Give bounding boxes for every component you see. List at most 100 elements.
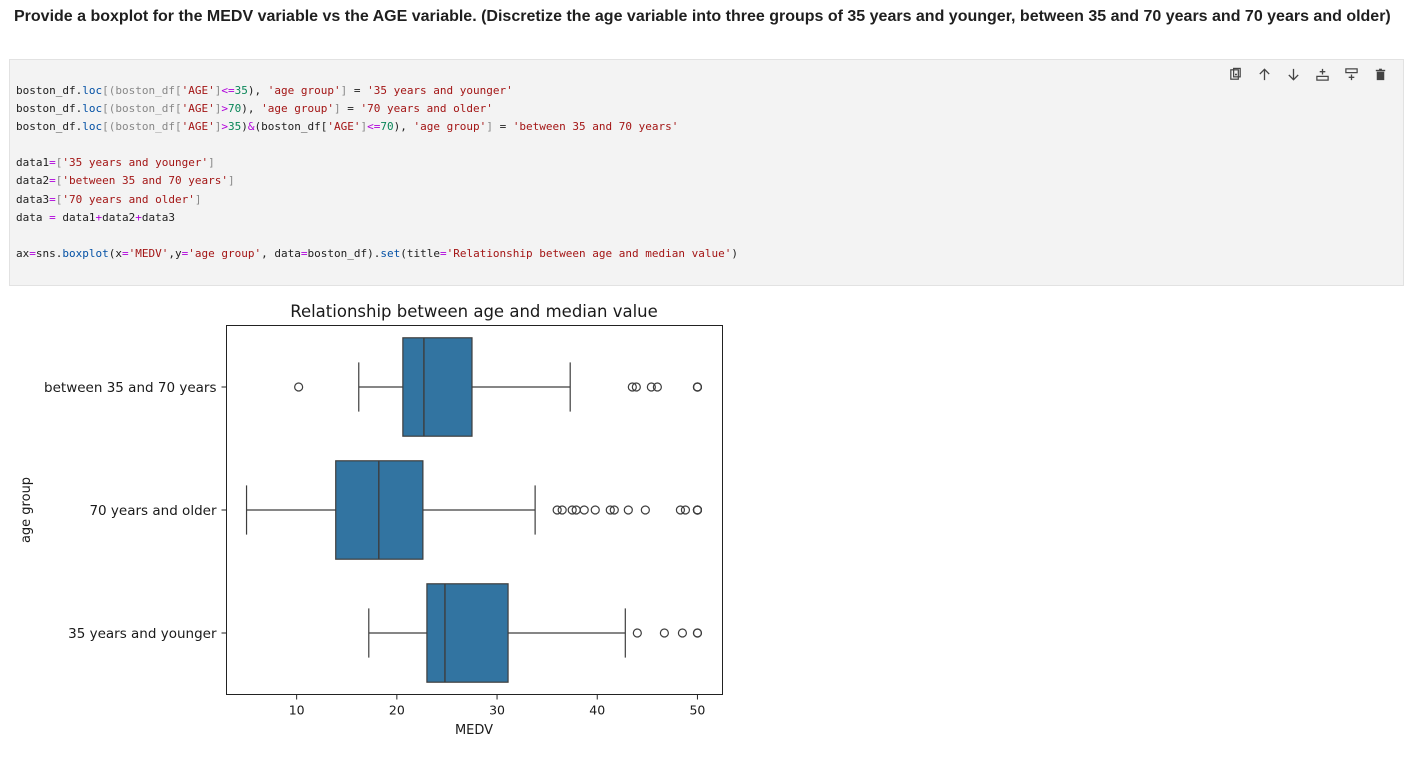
code-token: ,y	[168, 246, 182, 260]
outlier-point	[631, 382, 641, 392]
outlier-point	[675, 505, 686, 515]
y-axis-label: age group	[19, 477, 34, 543]
code-token: [	[55, 174, 63, 188]
code-token: =	[353, 84, 361, 97]
outlier-point	[632, 628, 642, 638]
code-token: >	[221, 120, 228, 134]
code-token: loc	[82, 84, 103, 97]
outlier-point	[692, 382, 703, 392]
delete-cell-button[interactable]	[1366, 64, 1395, 84]
code-line: boston_df.loc[(boston_df['AGE']<=35), 'a…	[16, 84, 513, 97]
code-token: =	[121, 246, 129, 260]
code-token: ]	[194, 192, 202, 206]
code-token: 35	[227, 120, 242, 134]
code-line: data2=['between 35 and 70 years']	[16, 174, 235, 187]
code-token: 'age group'	[188, 246, 262, 260]
outlier-point	[692, 505, 703, 515]
code-token: (title	[400, 246, 440, 260]
copy-cell-button[interactable]	[1221, 64, 1250, 84]
add-above-button[interactable]	[1308, 64, 1337, 84]
code-token: 'between 35 and 70 years'	[62, 174, 228, 188]
code-token: set	[380, 246, 401, 260]
outlier-point	[623, 505, 633, 515]
code-token: =	[49, 174, 56, 188]
code-token: 'AGE'	[181, 120, 215, 134]
code-token: =	[49, 156, 56, 170]
code-token: 'AGE'	[181, 84, 215, 97]
code-token: =	[49, 210, 56, 224]
add-below-button[interactable]	[1337, 64, 1366, 84]
code-token: 'age group'	[261, 102, 334, 116]
code-token: =	[300, 246, 308, 260]
outlier-point	[552, 505, 562, 515]
code-token: ]	[227, 174, 235, 188]
code-token: )	[731, 246, 738, 260]
code-token: &	[247, 120, 255, 134]
x-tick-label: 20	[389, 703, 405, 718]
outlier-point	[692, 628, 703, 638]
code-token: 'age group'	[267, 84, 341, 97]
outlier-point	[590, 505, 600, 515]
chart-title: Relationship between age and median valu…	[290, 302, 658, 321]
y-tick-label: 70 years and older	[89, 503, 216, 519]
code-token: , data	[261, 246, 301, 260]
code-token: boston_df).	[307, 246, 381, 260]
code-token: ]	[208, 156, 215, 170]
code-token: ]	[214, 120, 222, 134]
code-token: data2	[102, 210, 136, 224]
code-token: ]	[333, 102, 348, 116]
code-token: data3	[16, 192, 50, 206]
code-token: '70 years and older'	[62, 192, 195, 206]
code-token: [	[55, 156, 63, 170]
code-token: 70	[380, 120, 394, 134]
outlier-point	[659, 628, 669, 638]
outlier-point	[646, 382, 656, 392]
outlier-point	[579, 505, 589, 515]
code-token: data2	[16, 174, 50, 188]
move-up-button[interactable]	[1250, 64, 1279, 84]
code-token: 'age group'	[413, 120, 487, 134]
boxplot-chart: Relationship between age and median valu…	[19, 302, 723, 738]
code-token: 'AGE'	[327, 120, 361, 134]
box	[426, 583, 509, 683]
outlier-point	[557, 505, 567, 515]
code-token: )	[241, 120, 248, 134]
code-token: data1	[55, 210, 96, 224]
code-editor[interactable]: boston_df.loc[(boston_df['AGE']<=35), 'a…	[16, 82, 738, 263]
code-cell[interactable]: boston_df.loc[(boston_df['AGE']<=35), 'a…	[9, 59, 1404, 286]
code-token: +	[95, 210, 103, 224]
code-token: [(boston_df[	[102, 102, 182, 116]
move-down-button[interactable]	[1279, 64, 1308, 84]
code-token: ]	[486, 120, 500, 134]
plot-area	[226, 325, 723, 695]
y-tick-label: 35 years and younger	[68, 626, 217, 642]
code-token: 'between 35 and 70 years'	[512, 120, 679, 134]
code-token: <=	[221, 84, 235, 97]
code-token: 35	[234, 84, 248, 97]
code-token: sns.	[35, 246, 63, 260]
code-token: ),	[393, 120, 414, 134]
code-token: loc	[82, 102, 103, 116]
outlier-point	[652, 382, 662, 392]
code-token: boxplot	[62, 246, 109, 260]
code-token: ]	[214, 102, 222, 116]
code-token: =	[439, 246, 447, 260]
code-token: ),	[247, 84, 268, 97]
code-token: ]	[340, 84, 354, 97]
code-token: [(boston_df[	[102, 84, 182, 97]
code-line: boston_df.loc[(boston_df['AGE']>70), 'ag…	[16, 102, 493, 115]
outlier-point	[677, 628, 688, 638]
y-tick-label: between 35 and 70 years	[44, 380, 216, 396]
code-token: +	[135, 210, 142, 224]
code-token: '35 years and younger'	[367, 84, 513, 97]
outlier-point	[609, 505, 619, 515]
code-token: data	[16, 210, 50, 224]
code-token: data3	[141, 210, 175, 224]
code-token: (boston_df[	[254, 120, 328, 134]
cell-toolbar	[1221, 64, 1395, 84]
code-token: ax	[16, 246, 30, 260]
trash-icon	[1375, 68, 1386, 80]
outlier-point	[640, 505, 650, 515]
code-token: ]	[360, 120, 368, 134]
code-token: [	[55, 192, 63, 206]
